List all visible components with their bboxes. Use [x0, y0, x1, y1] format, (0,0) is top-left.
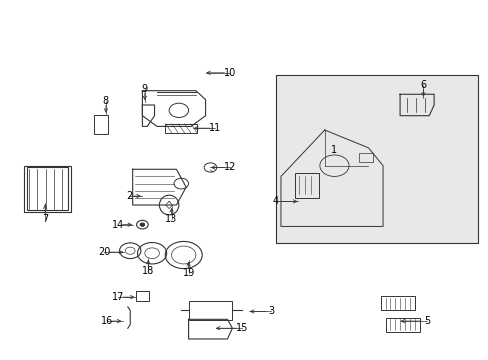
Bar — [94, 115, 108, 134]
Text: 17: 17 — [112, 292, 124, 302]
Text: 2: 2 — [126, 191, 132, 201]
Text: 6: 6 — [420, 80, 426, 90]
Bar — [294, 173, 318, 198]
Text: 7: 7 — [42, 214, 48, 224]
Bar — [358, 153, 372, 162]
Text: 8: 8 — [102, 96, 109, 107]
Text: 1: 1 — [331, 145, 337, 155]
Text: 10: 10 — [224, 68, 236, 78]
Text: 5: 5 — [423, 316, 429, 326]
Text: 14: 14 — [112, 220, 124, 230]
Text: 12: 12 — [224, 162, 236, 172]
Text: 11: 11 — [209, 123, 221, 133]
Bar — [188, 301, 232, 320]
Bar — [24, 166, 71, 212]
Text: 18: 18 — [142, 266, 154, 276]
Text: 15: 15 — [235, 323, 248, 333]
Text: 20: 20 — [98, 247, 110, 257]
Bar — [276, 75, 477, 243]
Text: 9: 9 — [142, 84, 147, 94]
Bar — [27, 167, 68, 210]
Bar — [135, 291, 149, 301]
Text: 19: 19 — [182, 268, 194, 278]
Text: 4: 4 — [272, 197, 279, 206]
Bar — [165, 124, 197, 133]
Circle shape — [140, 223, 144, 226]
Bar — [380, 296, 414, 310]
Bar — [385, 318, 419, 332]
Text: 13: 13 — [165, 214, 177, 224]
Text: 16: 16 — [101, 316, 113, 326]
Text: 3: 3 — [267, 306, 274, 316]
